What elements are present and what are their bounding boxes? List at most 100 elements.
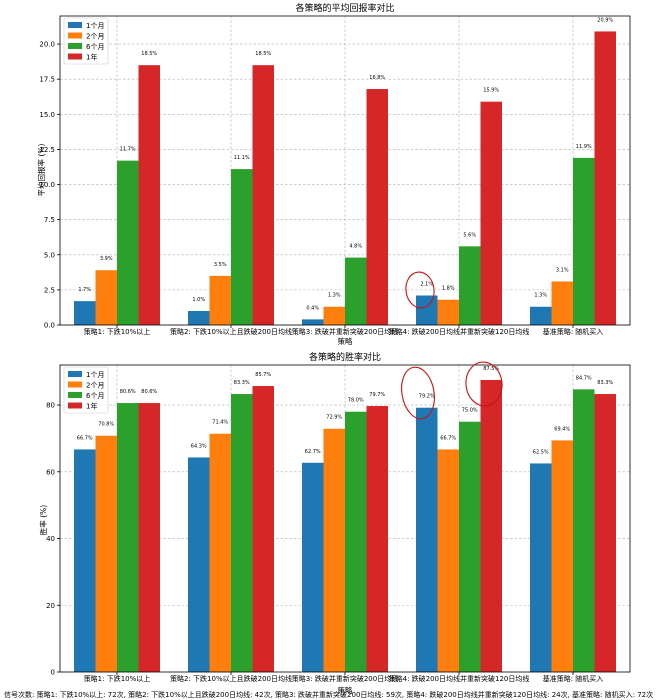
y-tick-label: 0.0 xyxy=(44,322,55,330)
data-label: 69.4% xyxy=(554,426,570,432)
y-tick-label: 0 xyxy=(51,669,55,677)
annotation-circle-2 xyxy=(401,366,435,420)
winrate-x-ticks: 策略1: 下跌10%以上 策略2: 下跌10%以上且跌破200日均线 策略3: 跌破… xyxy=(84,672,604,683)
bar xyxy=(74,449,96,672)
data-label: 79.7% xyxy=(369,392,385,398)
x-tick-label: 策略2: 下跌10%以上且跌破200日均线 xyxy=(170,327,292,336)
y-tick-label: 20 xyxy=(46,602,55,610)
data-label: 66.7% xyxy=(440,435,456,441)
legend-label: 1个月 xyxy=(86,22,104,30)
bar xyxy=(302,462,324,672)
x-tick-label: 策略4: 跌破200日均线并重新突破120日均线 xyxy=(389,674,530,683)
legend-label: 1个月 xyxy=(86,371,104,379)
returns-x-ticks: 策略1: 下跌10%以上 策略2: 下跌10%以上且跌破200日均线 策略3: 跌破… xyxy=(84,325,604,336)
data-label: 1.8% xyxy=(442,286,455,292)
returns-legend: 1个月 2个月 6个月 1年 xyxy=(63,17,109,65)
bar xyxy=(437,449,459,672)
bar xyxy=(480,380,502,672)
x-tick-label: 策略4: 跌破200日均线并重新突破120日均线 xyxy=(389,327,530,336)
bar xyxy=(188,310,210,325)
bar xyxy=(573,389,595,672)
data-label: 20.9% xyxy=(597,17,613,23)
returns-chart: 各策略的平均回报率对比 1.7% 3.9% 11.7% 18.5% 1.0% 3.5% 11… xyxy=(36,2,631,346)
annotation-circle-1 xyxy=(405,271,435,309)
legend-swatch xyxy=(68,43,82,49)
bar xyxy=(551,281,573,325)
y-tick-label: 2.5 xyxy=(44,286,55,294)
bar xyxy=(530,306,552,325)
bar xyxy=(95,435,117,672)
winrate-y-axis-label: 胜率 (%) xyxy=(38,505,48,535)
y-tick-label: 12.5 xyxy=(39,146,55,154)
bar xyxy=(594,31,616,325)
bar xyxy=(480,101,502,325)
data-label: 16.8% xyxy=(369,75,385,81)
winrate-y-ticks: 0 20 40 60 80 xyxy=(46,402,60,677)
data-label: 1.3% xyxy=(328,293,341,299)
data-label: 84.7% xyxy=(576,375,592,381)
legend-label: 1年 xyxy=(86,402,97,411)
winrate-chart-title: 各策略的胜率对比 xyxy=(309,351,381,363)
bar xyxy=(252,386,274,672)
data-label: 18.5% xyxy=(255,51,271,57)
winrate-bars xyxy=(74,380,616,672)
data-label: 80.6% xyxy=(120,389,136,395)
data-label: 1.7% xyxy=(78,287,91,293)
bar xyxy=(138,65,160,325)
legend-swatch xyxy=(68,371,82,377)
bar xyxy=(459,421,481,672)
winrate-plot-frame xyxy=(59,364,631,673)
y-tick-label: 17.5 xyxy=(39,76,55,84)
data-label: 4.8% xyxy=(349,244,362,250)
data-label: 3.5% xyxy=(214,262,227,268)
data-label: 64.3% xyxy=(191,443,207,449)
x-tick-label: 策略3: 跌破并重新突破200日均线 xyxy=(292,327,398,336)
returns-x-axis-label: 策略 xyxy=(338,336,353,346)
returns-y-ticks: 0.0 2.5 5.0 7.5 10.0 12.5 15.0 17.5 20.0 xyxy=(39,41,60,330)
data-label: 66.7% xyxy=(77,435,93,441)
data-label: 83.3% xyxy=(597,380,613,386)
bar xyxy=(138,403,160,672)
bar xyxy=(530,463,552,672)
data-label: 11.1% xyxy=(234,155,250,161)
data-label: 18.5% xyxy=(141,51,157,57)
bar xyxy=(594,394,616,672)
bar xyxy=(551,440,573,672)
data-label: 1.0% xyxy=(192,297,205,303)
bar xyxy=(209,275,231,325)
annotation-circle-3 xyxy=(465,361,503,407)
bar xyxy=(416,407,438,672)
legend-label: 2个月 xyxy=(86,382,104,390)
bar xyxy=(345,257,367,325)
data-label: 5.6% xyxy=(463,232,476,238)
bar xyxy=(366,406,388,672)
legend-swatch xyxy=(68,392,82,398)
data-label: 87.5% xyxy=(483,366,499,372)
data-label: 0.4% xyxy=(306,305,319,311)
data-label: 11.7% xyxy=(120,147,136,153)
bar xyxy=(573,157,595,325)
data-label: 80.6% xyxy=(141,389,157,395)
legend-swatch xyxy=(68,402,82,409)
data-label: 3.1% xyxy=(556,267,569,273)
bar xyxy=(95,270,117,325)
y-tick-label: 7.5 xyxy=(44,216,55,224)
x-tick-label: 基准策略: 随机买入 xyxy=(543,674,604,683)
bar xyxy=(74,301,96,325)
x-tick-label: 策略3: 跌破并重新突破200日均线 xyxy=(292,674,398,683)
x-tick-label: 策略1: 下跌10%以上 xyxy=(84,674,151,683)
y-tick-label: 10.0 xyxy=(39,181,55,189)
x-tick-label: 策略1: 下跌10%以上 xyxy=(84,327,151,336)
data-label: 1.3% xyxy=(534,293,547,299)
winrate-chart: 各策略的胜率对比 66.7% 70.8% 80.6% 80.6% 64.3% 71.4% 8… xyxy=(38,351,631,695)
bar xyxy=(117,160,139,325)
x-tick-label: 策略2: 下跌10%以上且跌破200日均线 xyxy=(170,674,292,683)
y-tick-label: 40 xyxy=(46,535,55,543)
bar xyxy=(323,428,345,672)
bar xyxy=(252,65,274,325)
legend-label: 1年 xyxy=(86,53,97,62)
data-label: 79.2% xyxy=(419,394,435,400)
legend-label: 6个月 xyxy=(86,392,104,400)
x-tick-label: 基准策略: 随机买入 xyxy=(543,327,604,336)
